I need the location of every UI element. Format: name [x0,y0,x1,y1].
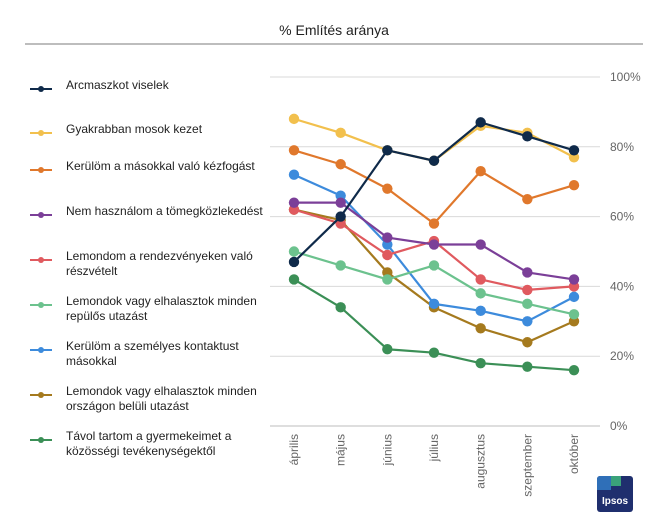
x-tick-label: június [380,434,394,466]
data-point [522,193,533,205]
legend-swatch [30,83,52,95]
legend-label: Távol tartom a gyermekeimet a közösségi … [66,429,232,458]
legend-item: Kerülöm a személyes kontaktust másokkal [30,339,270,369]
data-point [288,145,300,156]
data-point [568,274,580,285]
x-tick-label: július [427,434,441,462]
data-point [568,364,580,376]
data-point [475,166,486,177]
series-line [293,117,575,162]
legend-item: Arcmaszkot viselek [30,78,270,95]
data-point [428,298,440,310]
legend-item: Gyakrabban mosok kezet [30,122,270,139]
legend-swatch [30,164,52,176]
logo-text: Ipsos [601,496,629,507]
data-point [335,260,346,271]
data-point [568,309,580,320]
y-tick-label: 0% [610,419,628,433]
data-point [475,323,486,334]
data-point [522,337,533,348]
data-point [522,316,533,327]
data-point [568,145,580,156]
legend-label: Lemondok vagy elhalasztok minden országo… [66,384,257,413]
data-point [288,274,300,285]
legend-item: Nem használom a tömegközlekedést [30,204,270,221]
x-tick-label: augusztus [474,434,488,489]
chart-title: % Említés aránya [279,22,389,38]
data-point [288,169,300,180]
data-point [522,267,533,278]
ipsos-logo: Ipsos [597,476,633,512]
data-point [382,232,393,243]
legend-swatch [30,434,52,446]
legend-label: Lemondok vagy elhalasztok minden repülős… [66,294,257,323]
data-point [428,260,440,271]
legend-swatch [30,299,52,311]
data-point [522,298,533,310]
legend-label: Nem használom a tömegközlekedést [66,204,263,218]
legend-label: Kerülöm a személyes kontaktust másokkal [66,339,239,368]
legend-swatch [30,209,52,221]
data-point [475,239,486,250]
legend-label: Kerülöm a másokkal való kézfogást [66,159,255,173]
data-point [382,344,393,355]
legend-label: Lemondom a rendezvényeken való részvétel… [66,249,253,278]
y-tick-label: 60% [610,210,634,224]
data-point [568,291,580,303]
data-point [382,274,393,285]
y-tick-label: 100% [610,70,641,84]
data-point [335,159,346,170]
data-point [522,361,533,372]
data-point [335,197,346,208]
legend-item: Távol tartom a gyermekeimet a közösségi … [30,429,270,459]
data-point [475,274,486,285]
legend-item: Lemondom a rendezvényeken való részvétel… [30,249,270,279]
data-point [428,239,440,250]
data-point [382,183,393,194]
legend-item: Lemondok vagy elhalasztok minden repülős… [30,294,270,324]
legend-swatch [30,389,52,401]
legend-swatch [30,127,52,139]
x-tick-label: október [567,434,581,474]
data-point [335,127,346,139]
legend-swatch [30,344,52,356]
data-point [475,305,486,317]
data-point [288,113,300,125]
y-tick-label: 80% [610,140,634,154]
y-tick-label: 20% [610,349,634,363]
legend-swatch [30,254,52,266]
legend-item: Kerülöm a másokkal való kézfogást [30,159,270,176]
legend-label: Arcmaszkot viselek [66,78,169,92]
data-point [428,155,440,166]
x-tick-label: május [334,434,348,466]
title-divider [25,43,643,45]
legend-label: Gyakrabban mosok kezet [66,122,203,136]
data-point [522,131,533,142]
data-point [522,284,533,296]
data-point [288,197,300,208]
x-tick-label: szeptember [520,434,534,497]
x-tick-label: április [287,434,301,465]
data-point [288,246,300,257]
data-point [382,249,393,261]
data-point [335,302,346,313]
y-tick-label: 40% [610,279,634,293]
data-point [475,288,486,299]
legend-item: Lemondok vagy elhalasztok minden országo… [30,384,270,414]
data-point [475,117,486,128]
data-point [335,211,346,222]
data-point [475,357,486,369]
data-point [568,179,580,191]
data-point [288,256,300,268]
data-point [428,218,440,229]
data-point [382,145,393,156]
data-point [428,347,440,358]
